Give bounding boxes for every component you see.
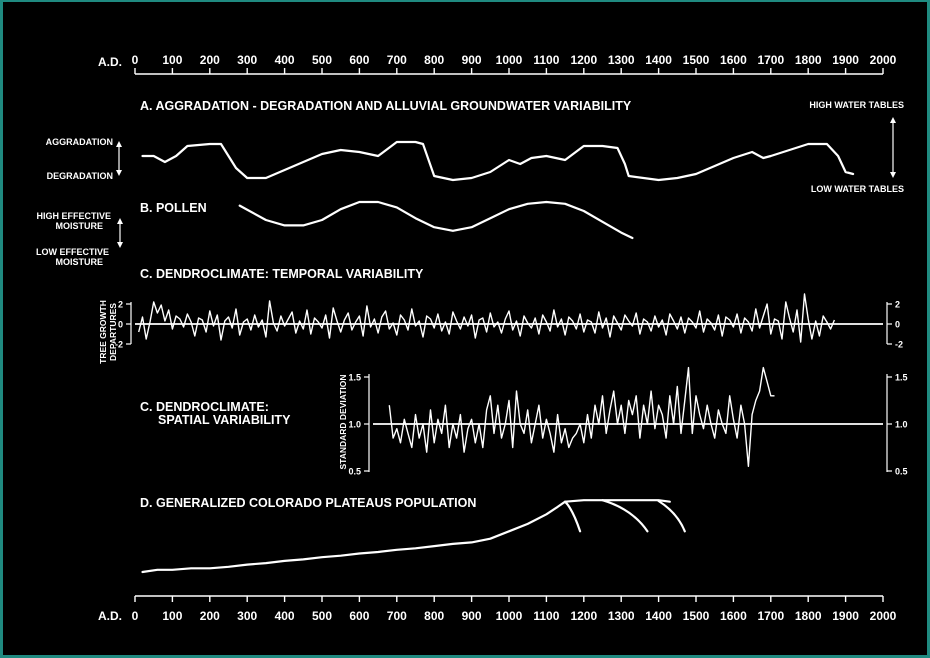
axis-tick-label: 200 bbox=[200, 53, 220, 67]
side-tick-label: 2 bbox=[895, 300, 900, 310]
figure-frame: A.D. 0 100 200 300 400 500 600 700 800 900 1000 110… bbox=[3, 2, 927, 655]
axis-tick-label: 1400 bbox=[645, 53, 672, 67]
axis-tick-label: 1900 bbox=[832, 53, 859, 67]
axis-tick-label: 0 bbox=[132, 609, 139, 623]
tree-growth-label-2: DEPARTURES bbox=[108, 303, 118, 361]
side-tick-label: 1.0 bbox=[895, 420, 908, 430]
low-water-label: LOW WATER TABLES bbox=[811, 184, 904, 194]
axis-tick-label: 1600 bbox=[720, 53, 747, 67]
axis-tick-label: 700 bbox=[387, 609, 407, 623]
axis-tick-label: 900 bbox=[462, 53, 482, 67]
population-decline-3 bbox=[657, 499, 686, 533]
axis-tick-label: 1800 bbox=[795, 609, 822, 623]
population-declines bbox=[564, 499, 686, 533]
aggradation-label: AGGRADATION bbox=[46, 137, 113, 147]
axis-tick-label: 600 bbox=[349, 53, 369, 67]
high-moisture-label-2: MOISTURE bbox=[55, 221, 103, 231]
axis-tick-label: 1200 bbox=[570, 53, 597, 67]
axis-tick-label: 800 bbox=[424, 609, 444, 623]
population-decline-1 bbox=[564, 500, 582, 533]
bottom-axis-label: A.D. bbox=[98, 609, 122, 623]
axis-tick-label: 1000 bbox=[496, 53, 523, 67]
axis-tick-label: 1300 bbox=[608, 53, 635, 67]
high-moisture-label-1: HIGH EFFECTIVE bbox=[36, 211, 111, 221]
low-moisture-label-2: MOISTURE bbox=[55, 257, 103, 267]
degradation-label: DEGRADATION bbox=[47, 171, 113, 181]
axis-tick-label: 700 bbox=[387, 53, 407, 67]
side-tick-label: 0 bbox=[118, 320, 123, 330]
axis-tick-label: 1700 bbox=[757, 53, 784, 67]
figure-svg: A.D. 0 100 200 300 400 500 600 700 800 900 1000 110… bbox=[36, 53, 908, 623]
low-moisture-label-1: LOW EFFECTIVE bbox=[36, 247, 109, 257]
side-tick-label: 1.5 bbox=[895, 373, 908, 383]
side-tick-label: 0.5 bbox=[348, 467, 361, 477]
side-tick-label: -2 bbox=[115, 340, 123, 350]
population-decline-2 bbox=[601, 499, 649, 533]
axis-tick-label: 1500 bbox=[683, 609, 710, 623]
side-tick-label: 1.5 bbox=[348, 373, 361, 383]
axis-tick-label: 1800 bbox=[795, 53, 822, 67]
axis-tick-label: 100 bbox=[162, 609, 182, 623]
high-water-label: HIGH WATER TABLES bbox=[809, 100, 904, 110]
panel-d-title: D. GENERALIZED COLORADO PLATEAUS POPULAT… bbox=[140, 496, 476, 510]
aggradation-curve bbox=[141, 140, 855, 182]
side-tick-label: 1.0 bbox=[348, 420, 361, 430]
axis-tick-label: 1400 bbox=[645, 609, 672, 623]
tree-growth-series bbox=[138, 293, 836, 343]
std-dev-label: STANDARD DEVIATION bbox=[338, 374, 348, 469]
axis-tick-label: 200 bbox=[200, 609, 220, 623]
axis-tick-label: 1100 bbox=[533, 609, 559, 623]
water-table-arrow-icon bbox=[890, 117, 896, 178]
axis-tick-label: 1500 bbox=[683, 53, 710, 67]
panel-c-temporal-title: C. DENDROCLIMATE: TEMPORAL VARIABILITY bbox=[140, 267, 424, 281]
axis-tick-label: 1900 bbox=[832, 609, 859, 623]
axis-tick-label: 1600 bbox=[720, 609, 747, 623]
axis-tick-label: 1700 bbox=[757, 609, 784, 623]
axis-tick-label: 0 bbox=[132, 53, 139, 67]
axis-tick-label: 300 bbox=[237, 53, 257, 67]
axis-tick-label: 600 bbox=[349, 609, 369, 623]
axis-tick-label: 100 bbox=[162, 53, 182, 67]
bottom-axis: A.D. 0 100 200 300 400 500 600 700 800 900 1000 110… bbox=[98, 595, 897, 623]
c2-right-axis: 1.5 1.0 0.5 bbox=[886, 373, 908, 477]
axis-tick-label: 2000 bbox=[870, 53, 897, 67]
c2-left-axis: 1.5 1.0 0.5 bbox=[348, 373, 370, 477]
tree-growth-label-1: TREE GROWTH bbox=[98, 300, 108, 364]
std-dev-series bbox=[388, 366, 775, 467]
pollen-curve bbox=[238, 200, 634, 240]
axis-tick-label: 300 bbox=[237, 609, 257, 623]
axis-tick-label: 1000 bbox=[496, 609, 523, 623]
panel-b: B. POLLEN HIGH EFFECTIVE MOISTURE LOW EF… bbox=[36, 200, 634, 267]
population-curve bbox=[141, 499, 671, 574]
panel-d: D. GENERALIZED COLORADO PLATEAUS POPULAT… bbox=[140, 496, 686, 574]
aggradation-arrow-icon bbox=[116, 141, 122, 176]
panel-c-temporal: C. DENDROCLIMATE: TEMPORAL VARIABILITY T… bbox=[98, 267, 903, 364]
panel-b-title: B. POLLEN bbox=[140, 201, 207, 215]
side-tick-label: 2 bbox=[118, 300, 123, 310]
axis-tick-label: 2000 bbox=[870, 609, 897, 623]
c1-left-axis: 2 0 -2 bbox=[115, 300, 132, 350]
panel-c-spatial-title-1: C. DENDROCLIMATE: bbox=[140, 400, 269, 414]
side-tick-label: 0 bbox=[895, 320, 900, 330]
panel-c-spatial: C. DENDROCLIMATE: SPATIAL VARIABILITY ST… bbox=[140, 366, 908, 477]
top-axis: A.D. 0 100 200 300 400 500 600 700 800 900 1000 110… bbox=[98, 53, 897, 75]
moisture-arrow-icon bbox=[117, 218, 123, 248]
axis-tick-label: 400 bbox=[275, 609, 295, 623]
axis-tick-label: 400 bbox=[275, 53, 295, 67]
side-tick-label: -2 bbox=[895, 340, 903, 350]
panel-c-spatial-title-2: SPATIAL VARIABILITY bbox=[158, 413, 291, 427]
axis-tick-label: 900 bbox=[462, 609, 482, 623]
side-tick-label: 0.5 bbox=[895, 467, 908, 477]
top-axis-label: A.D. bbox=[98, 55, 122, 69]
axis-tick-label: 500 bbox=[312, 609, 332, 623]
c1-right-axis: 2 0 -2 bbox=[886, 300, 903, 350]
panel-a: A. AGGRADATION - DEGRADATION AND ALLUVIA… bbox=[46, 99, 904, 194]
axis-tick-label: 500 bbox=[312, 53, 332, 67]
axis-tick-label: 1300 bbox=[608, 609, 635, 623]
axis-tick-label: 800 bbox=[424, 53, 444, 67]
axis-tick-label: 1200 bbox=[570, 609, 597, 623]
axis-tick-label: 1100 bbox=[533, 53, 559, 67]
panel-a-title: A. AGGRADATION - DEGRADATION AND ALLUVIA… bbox=[140, 99, 632, 113]
